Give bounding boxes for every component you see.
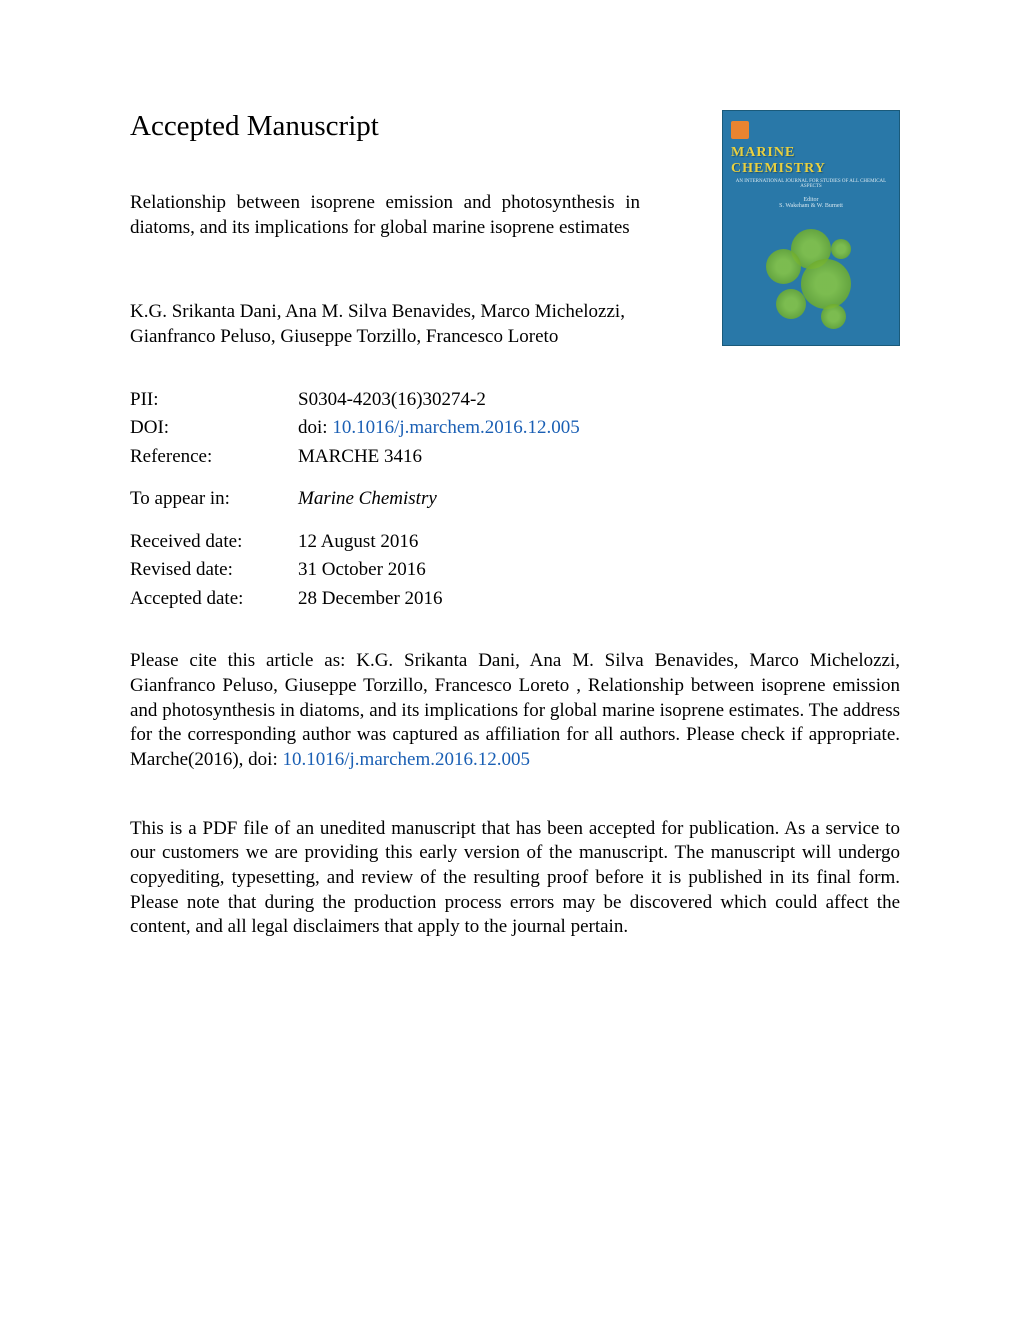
metadata-row-reference: Reference: MARCHE 3416 [130, 443, 900, 472]
article-title: Relationship between isoprene emission a… [130, 191, 640, 240]
revised-label: Revised date: [130, 556, 298, 585]
citation-doi-link[interactable]: 10.1016/j.marchem.2016.12.005 [282, 749, 530, 770]
doi-label: DOI: [130, 414, 298, 443]
appear-label: To appear in: [130, 485, 298, 514]
accepted-value: 28 December 2016 [298, 585, 900, 614]
citation-block: Please cite this article as: K.G. Srikan… [130, 649, 900, 772]
metadata-row-doi: DOI: doi: 10.1016/j.marchem.2016.12.005 [130, 414, 900, 443]
pii-label: PII: [130, 386, 298, 415]
pii-value: S0304-4203(16)30274-2 [298, 386, 900, 415]
reference-label: Reference: [130, 443, 298, 472]
accepted-label: Accepted date: [130, 585, 298, 614]
journal-cover: MARINE CHEMISTRY AN INTERNATIONAL JOURNA… [722, 110, 900, 346]
authors: K.G. Srikanta Dani, Ana M. Silva Benavid… [130, 300, 640, 349]
cover-header [731, 121, 891, 139]
doi-value: doi: 10.1016/j.marchem.2016.12.005 [298, 414, 900, 443]
disclaimer-block: This is a PDF file of an unedited manusc… [130, 817, 900, 940]
journal-subtitle: AN INTERNATIONAL JOURNAL FOR STUDIES OF … [731, 179, 891, 189]
metadata-row-pii: PII: S0304-4203(16)30274-2 [130, 386, 900, 415]
journal-name: MARINE CHEMISTRY [731, 145, 891, 177]
doi-link[interactable]: 10.1016/j.marchem.2016.12.005 [332, 417, 580, 438]
header-row: Accepted Manuscript Relationship between… [130, 110, 900, 350]
cover-image-icon [751, 219, 871, 335]
metadata-row-accepted: Accepted date: 28 December 2016 [130, 585, 900, 614]
reference-value: MARCHE 3416 [298, 443, 900, 472]
metadata-row-received: Received date: 12 August 2016 [130, 528, 900, 557]
metadata-table: PII: S0304-4203(16)30274-2 DOI: doi: 10.… [130, 386, 900, 614]
page-title: Accepted Manuscript [130, 110, 640, 143]
metadata-row-appear: To appear in: Marine Chemistry [130, 485, 900, 514]
received-label: Received date: [130, 528, 298, 557]
elsevier-logo-icon [731, 121, 749, 139]
metadata-row-revised: Revised date: 31 October 2016 [130, 556, 900, 585]
journal-editor: EditorS. Wakeham & W. Burnett [779, 197, 843, 209]
appear-value: Marine Chemistry [298, 485, 900, 514]
revised-value: 31 October 2016 [298, 556, 900, 585]
left-column: Accepted Manuscript Relationship between… [130, 110, 640, 350]
received-value: 12 August 2016 [298, 528, 900, 557]
